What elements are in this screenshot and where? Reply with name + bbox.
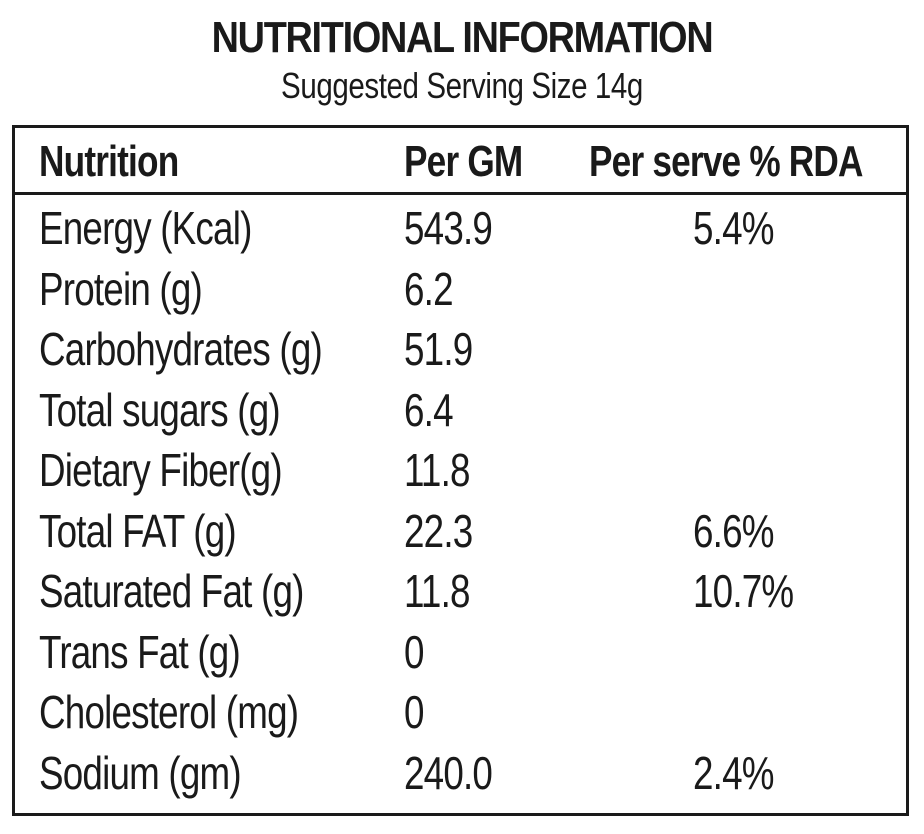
per-gm-value: 0 (404, 686, 424, 738)
per-gm-value: 51.9 (404, 323, 473, 375)
per-gm-value: 543.9 (404, 202, 493, 254)
table-row: Energy (Kcal) 543.9 5.4% (15, 195, 906, 256)
header-nutrition: Nutrition (39, 137, 179, 186)
nutrient-name: Cholesterol (mg) (39, 686, 299, 738)
nutrient-name: Carbohydrates (g) (39, 323, 323, 375)
table-row: Total FAT (g) 22.3 6.6% (15, 498, 906, 559)
per-gm-value: 6.4 (404, 383, 454, 436)
rda-value: 5.4% (693, 202, 774, 254)
nutrient-name: Energy (Kcal) (39, 202, 252, 254)
rda-value: 2.4% (693, 746, 774, 799)
table-body: Energy (Kcal) 543.9 5.4% Protein (g) 6.2… (15, 195, 906, 800)
per-gm-value: 0 (404, 625, 424, 678)
header-per-gm: Per GM (404, 137, 523, 186)
nutrient-name: Sodium (gm) (39, 746, 242, 799)
nutrient-name: Dietary Fiber(g) (39, 444, 283, 496)
table-row: Sodium (gm) 240.0 2.4% (15, 740, 906, 801)
table-row: Total sugars (g) 6.4 (15, 377, 906, 438)
per-gm-value: 240.0 (404, 746, 493, 799)
table-row: Protein (g) 6.2 (15, 256, 906, 317)
table-header-row: Nutrition Per GM Per serve % RDA (15, 128, 906, 195)
nutrient-name: Protein (g) (39, 262, 203, 315)
nutrition-table: Nutrition Per GM Per serve % RDA Energy … (12, 125, 909, 816)
nutrient-name: Saturated Fat (g) (39, 565, 304, 617)
serving-size-subtitle: Suggested Serving Size 14g (281, 65, 643, 106)
per-gm-value: 22.3 (404, 504, 473, 557)
table-row: Carbohydrates (g) 51.9 (15, 316, 906, 377)
nutrient-name: Total sugars (g) (39, 383, 281, 436)
table-row: Dietary Fiber(g) 11.8 (15, 437, 906, 498)
table-row: Saturated Fat (g) 11.8 10.7% (15, 558, 906, 619)
per-gm-value: 6.2 (404, 262, 454, 315)
rda-value: 6.6% (693, 504, 774, 557)
header-per-serve-rda: Per serve % RDA (589, 137, 863, 186)
per-gm-value: 11.8 (404, 565, 471, 617)
per-gm-value: 11.8 (404, 444, 471, 496)
table-row: Trans Fat (g) 0 (15, 619, 906, 680)
nutrient-name: Total FAT (g) (39, 504, 237, 557)
table-row: Cholesterol (mg) 0 (15, 679, 906, 740)
page-title: NUTRITIONAL INFORMATION (211, 13, 714, 62)
rda-value: 10.7% (693, 565, 794, 617)
nutrient-name: Trans Fat (g) (39, 625, 241, 678)
